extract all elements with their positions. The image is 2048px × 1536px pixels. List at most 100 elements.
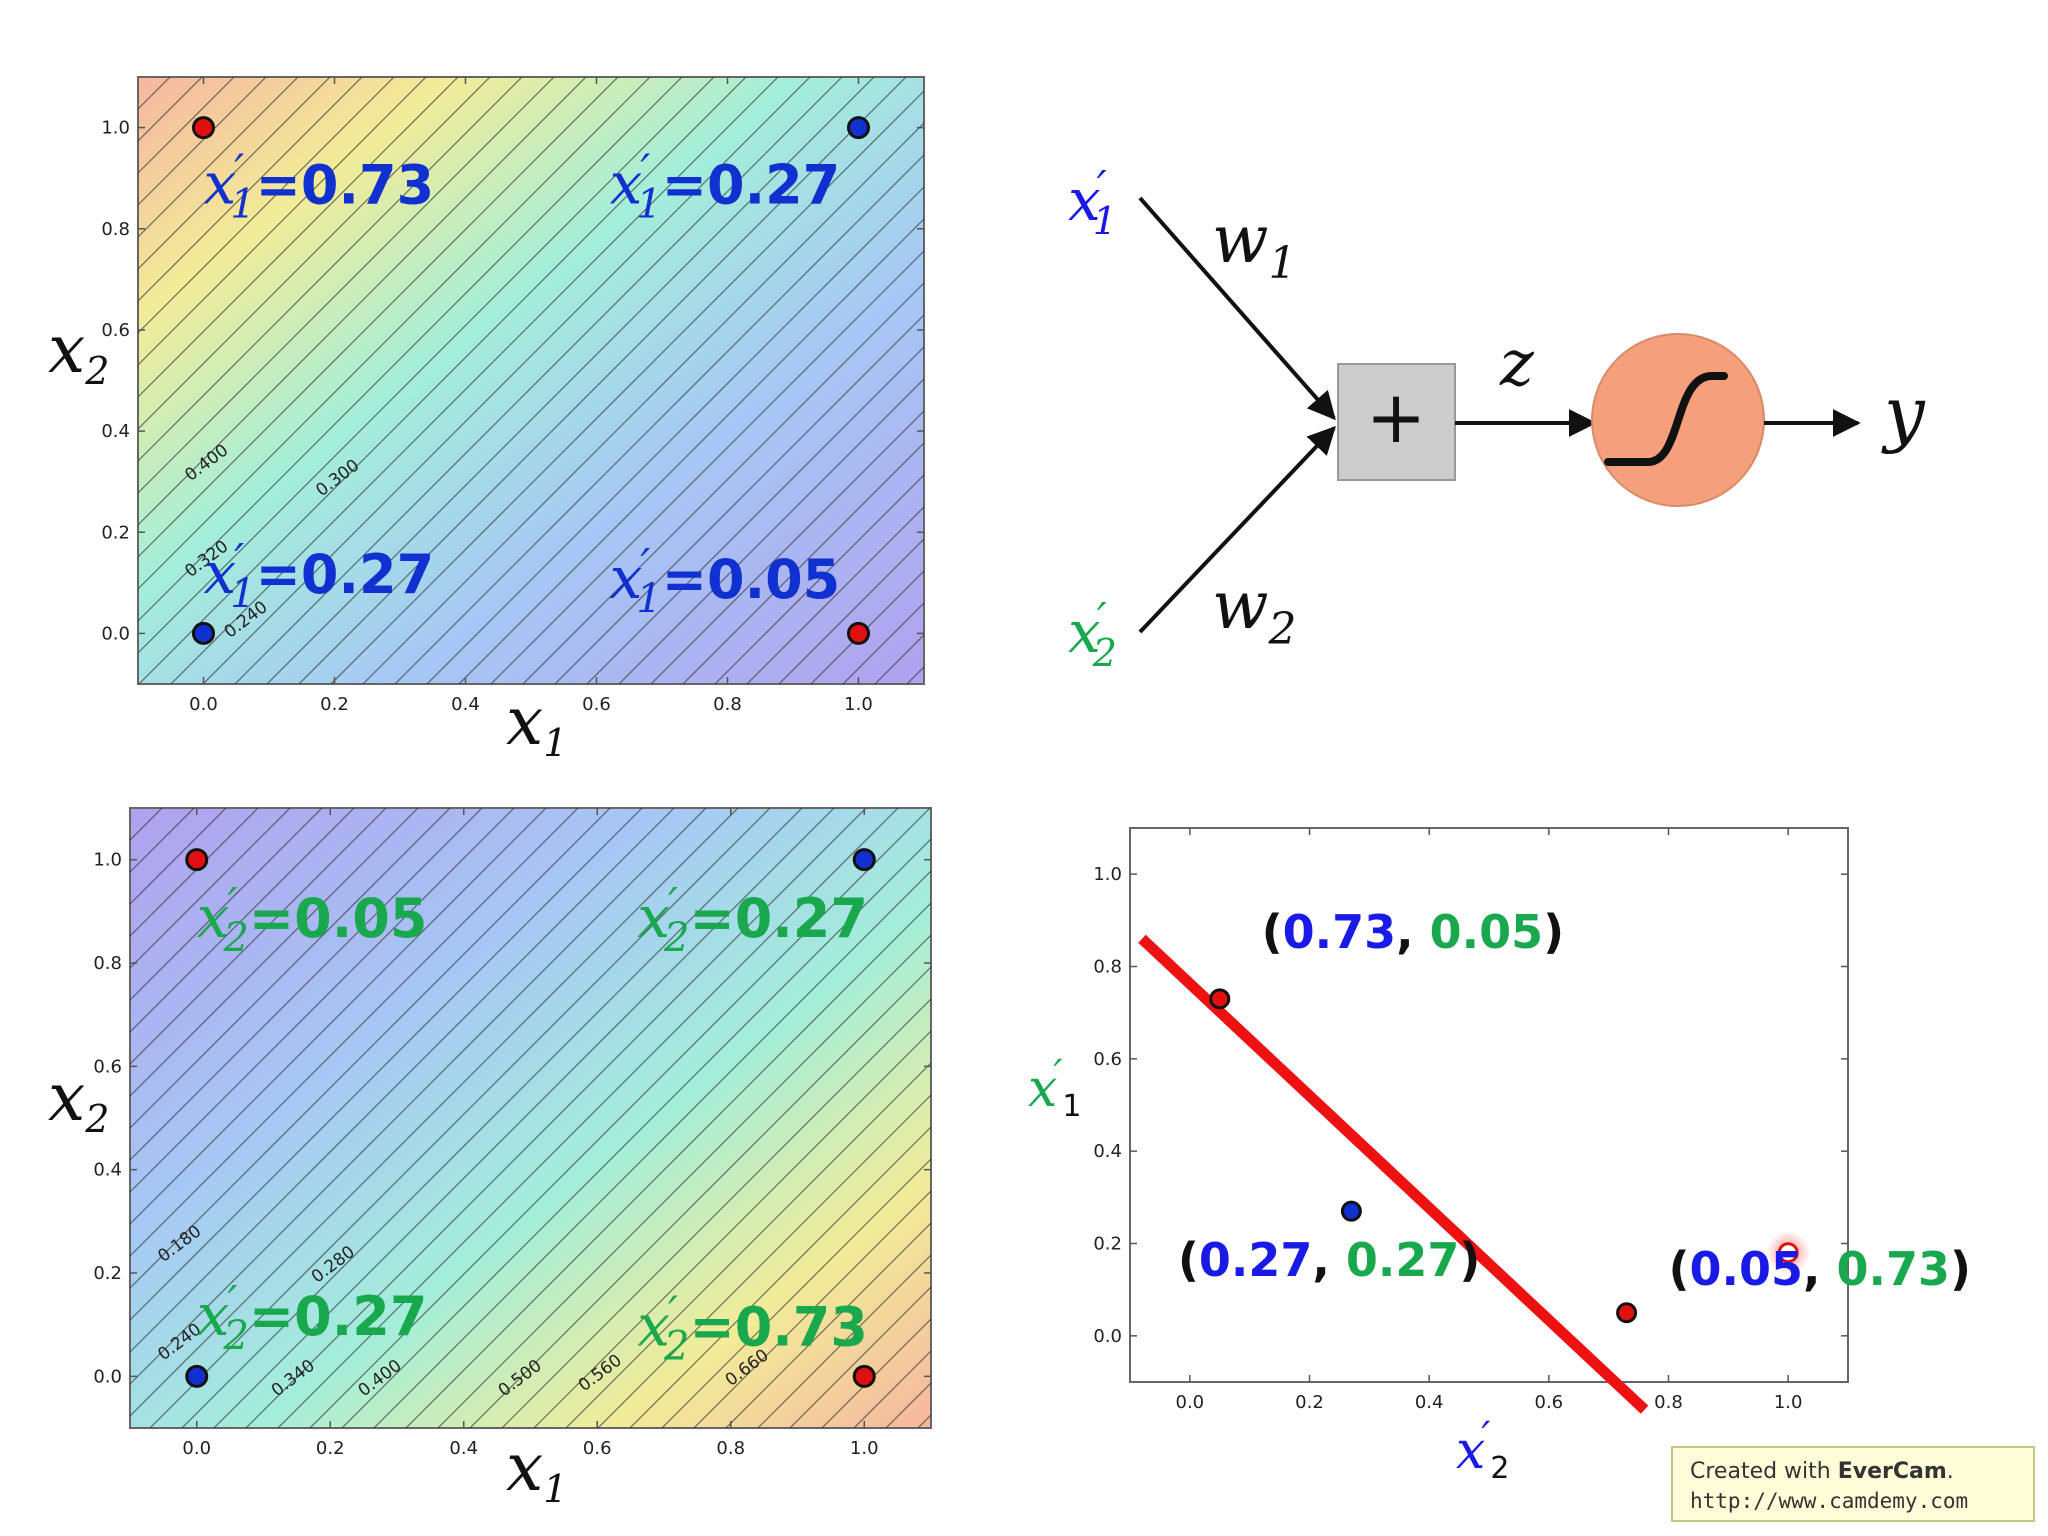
contour-lines-bottom-left (130, 808, 931, 1428)
x-tick-label: 0.2 (316, 1438, 345, 1459)
data-points-top-left (192, 116, 870, 645)
y-tick-label: 1.0 (1093, 864, 1122, 885)
contour-line (130, 808, 419, 1097)
contour-line (138, 77, 299, 238)
y-tick-label: 0.6 (93, 1056, 122, 1077)
contour-line (277, 808, 899, 1428)
decision-boundary-line (1138, 934, 1649, 1414)
contour-line (714, 474, 924, 684)
x-tick-label: 0.4 (449, 1438, 478, 1459)
contour-line (586, 346, 924, 684)
contour-line (181, 808, 803, 1428)
contour-line (437, 934, 931, 1428)
x-axis-label-top-left: x1 (506, 683, 567, 765)
y-axis-label-top-left: x2 (48, 311, 109, 393)
contour-line (130, 808, 547, 1225)
weight1-label: w1 (1212, 201, 1297, 289)
contour-line (778, 538, 924, 684)
x-tick-label: 1.0 (850, 1438, 879, 1459)
y-tick-label: 0.6 (101, 320, 130, 341)
y-tick-label: 0.2 (101, 522, 130, 543)
contour-line (266, 77, 875, 684)
contour-line (202, 77, 811, 684)
contour-line (618, 378, 924, 684)
data-point-blue (192, 621, 215, 645)
annotations-top-left: x′ 1=0.73 x′ 1=0.27 x′ 1=0.27 x′ 1=0.05 (204, 145, 841, 622)
contour-line (130, 808, 387, 1065)
contour-line (130, 808, 739, 1417)
cursor-marker (1777, 1242, 1799, 1264)
contour-line (138, 77, 715, 654)
contour-line (130, 808, 675, 1353)
contour-line (597, 1094, 931, 1428)
contour-line (138, 77, 523, 462)
y-ticks-bottom-left: 0.0 0.2 0.4 0.6 0.8 1.0 (93, 850, 931, 1387)
contour-line (757, 1254, 931, 1428)
contour-line (629, 1126, 931, 1428)
y-tick-label: 0.0 (1093, 1326, 1122, 1347)
contour-line (213, 808, 835, 1428)
x-tick-label: 0.0 (182, 1438, 211, 1459)
contour-line (1483, 77, 2048, 684)
contour-line (130, 808, 355, 1033)
contour-line (725, 1222, 931, 1428)
x-tick-label: 0.4 (451, 694, 480, 715)
contour-line (458, 218, 924, 684)
y-tick-label: 0.4 (93, 1160, 122, 1181)
x-ticks-top-left: 0.0 0.2 0.4 0.6 0.8 1.0 (189, 77, 873, 715)
contour-line (149, 808, 771, 1428)
contour-line (373, 870, 931, 1428)
x-tick-label: 0.8 (716, 1438, 745, 1459)
value-annotation: x′ 2=0.73 (637, 1287, 868, 1369)
data-point-red (192, 116, 215, 140)
y-tick-label: 0.0 (101, 623, 130, 644)
contour-line (138, 77, 683, 622)
x-tick-label: 0.6 (582, 694, 611, 715)
data-point-blue (852, 848, 876, 872)
adder-node: + (1337, 363, 1456, 481)
neuron-diagram: x′ 1 x′ 2 w1 w2 + z y (1068, 162, 1926, 675)
contour-line (405, 902, 931, 1428)
x-tick-label: 0.8 (713, 694, 742, 715)
plot-area-top-left (137, 76, 925, 685)
contour-line (138, 77, 651, 590)
y-axis-label-bottom-left: x2 (48, 1059, 109, 1141)
contour-line (234, 77, 843, 684)
contour-line (682, 442, 924, 684)
contour-line (130, 808, 451, 1129)
contour-line (130, 808, 643, 1321)
point-coordinate-label: (0.73, 0.05) (1262, 905, 1565, 959)
output-label: y (1881, 371, 1926, 455)
x-ticks-bottom-right: 0.0 0.2 0.4 0.6 0.8 1.0 (1176, 828, 1802, 1413)
contour-line (394, 154, 924, 684)
plot-area-bottom-right (1129, 827, 1849, 1383)
watermark-background (1671, 1446, 2035, 1522)
y-tick-label: 0.4 (101, 421, 130, 442)
contour-line (789, 1286, 931, 1428)
x-axis-label-bottom-left: x1 (506, 1429, 567, 1511)
point-coordinate-label: (0.27, 0.27) (1178, 1233, 1481, 1287)
x-tick-label: 1.0 (844, 694, 873, 715)
sigmoid-icon (1604, 372, 1728, 466)
contour-line (533, 1030, 931, 1428)
contour-line (565, 1062, 931, 1428)
x-ticks-bottom-left: 0.0 0.2 0.4 0.6 0.8 1.0 (182, 808, 879, 1459)
data-points-bottom-left (185, 848, 876, 1388)
contour-line (245, 808, 867, 1428)
x-tick-label: 0.2 (320, 694, 349, 715)
activation-node (1591, 333, 1765, 507)
contour-line (130, 808, 291, 969)
contour-line (138, 77, 555, 494)
contour-line (130, 808, 707, 1385)
x-tick-label: 0.4 (1415, 1392, 1444, 1413)
y-ticks-bottom-right: 0.0 0.2 0.4 0.6 0.8 1.0 (1093, 864, 1848, 1347)
contour-line (309, 808, 931, 1428)
y-tick-label: 0.0 (93, 1366, 122, 1387)
contour-lines-top-left (138, 77, 2048, 684)
y-ticks-top-left: 0.0 0.2 0.4 0.6 0.8 1.0 (101, 118, 924, 644)
data-point-blue (847, 116, 870, 140)
y-tick-label: 0.4 (1093, 1141, 1122, 1162)
x-tick-label: 0.6 (583, 1438, 612, 1459)
